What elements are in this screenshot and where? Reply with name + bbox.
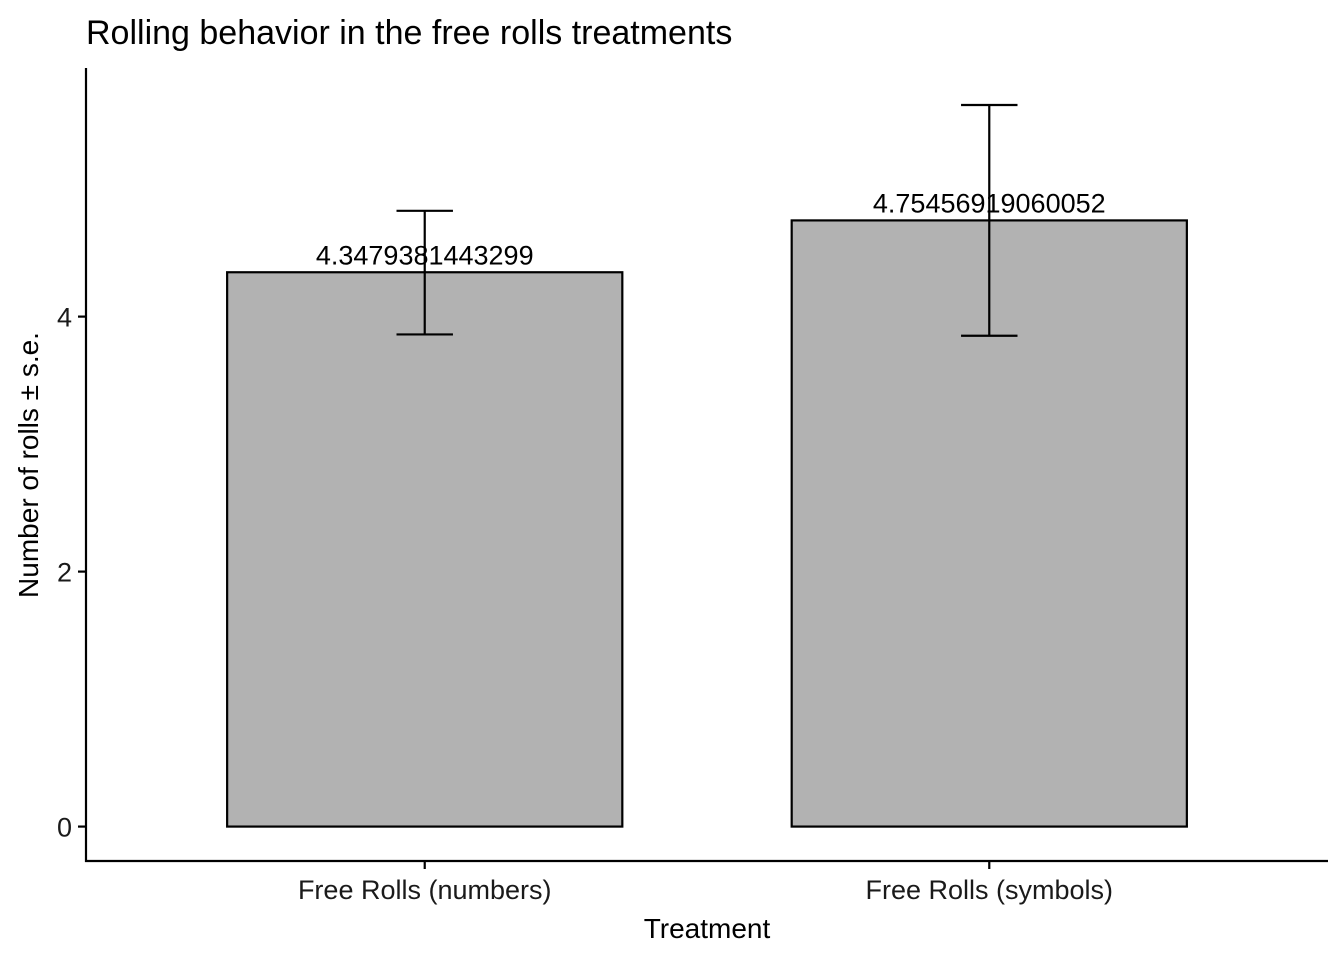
x-ticks-layer: Free Rolls (numbers) Free Rolls (symbols)	[298, 861, 1113, 905]
chart-title: Rolling behavior in the free rolls treat…	[86, 14, 732, 52]
bar	[226, 271, 624, 828]
data-label: 4.3479381443299	[316, 240, 534, 270]
y-axis-title: Number of rolls ± s.e.	[13, 332, 44, 598]
data-label: 4.75456919060052	[873, 188, 1106, 218]
y-tick-label: 4	[57, 303, 72, 333]
bars-layer	[226, 219, 1188, 828]
y-tick-label: 2	[57, 558, 72, 588]
data-labels-layer: 4.3479381443299 4.75456919060052	[316, 188, 1106, 270]
x-tick-label: Free Rolls (symbols)	[865, 875, 1113, 905]
x-tick-label: Free Rolls (numbers)	[298, 875, 552, 905]
y-ticks-layer: 0 2 4	[57, 303, 86, 843]
x-axis-title: Treatment	[644, 913, 771, 944]
y-tick-label: 0	[57, 813, 72, 843]
error-bars-layer	[396, 103, 1018, 337]
